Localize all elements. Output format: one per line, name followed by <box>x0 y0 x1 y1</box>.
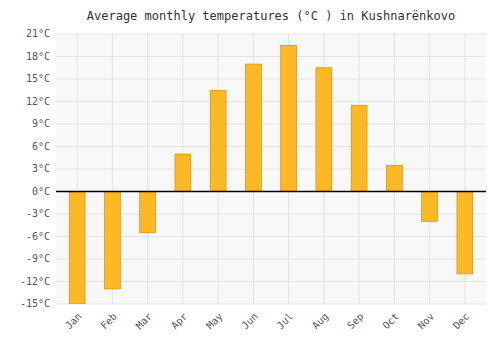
x-tick-label: Oct <box>380 311 401 332</box>
grid-line-x <box>429 34 430 304</box>
bar <box>245 64 261 192</box>
y-axis: -15°C -12°C -9°C -6°C -3°C 0°C 3°C 6°C 9°C 12°C 15… <box>20 28 50 309</box>
y-tick-label: 18°C <box>26 51 50 62</box>
x-tick-label: Nov <box>416 311 437 332</box>
x-tick-label: Jan <box>63 311 84 332</box>
title: Average monthly temperatures (°C ) in Ku… <box>87 9 455 23</box>
x-tick-label: Mar <box>134 311 155 332</box>
bar <box>457 192 473 275</box>
bar <box>210 90 226 191</box>
bar <box>281 45 297 191</box>
plot-background <box>56 34 486 304</box>
grid-line-y <box>56 191 486 192</box>
grid <box>56 34 486 304</box>
bar <box>69 192 85 305</box>
y-tick-label: -12°C <box>20 276 50 287</box>
x-tick-label: Apr <box>169 311 190 332</box>
y-tick-label: 3°C <box>32 163 50 174</box>
x-tick-label: Feb <box>98 311 119 332</box>
grid-line-y <box>56 124 486 125</box>
bar <box>140 192 156 233</box>
bars <box>69 45 473 304</box>
x-tick-label: Aug <box>310 311 331 332</box>
bar <box>104 192 120 290</box>
grid-line-y <box>56 146 486 147</box>
bar <box>422 192 438 222</box>
grid-line-y <box>56 79 486 80</box>
bar <box>175 154 191 192</box>
bar <box>316 68 332 192</box>
y-tick-label: 15°C <box>26 73 50 84</box>
grid-line-y <box>56 101 486 102</box>
chart: -15°C -12°C -9°C -6°C -3°C 0°C 3°C 6°C 9°C 12°C 15… <box>0 0 500 350</box>
y-tick-label: 12°C <box>26 96 50 107</box>
x-tick-label: Dec <box>451 311 472 332</box>
x-tick-label: Sep <box>345 311 366 332</box>
grid-line-y <box>56 34 486 35</box>
x-tick-label: Jul <box>275 311 296 332</box>
x-axis: Jan Feb Mar Apr May Jun Jul Aug Sep Oct Nov Dec <box>63 311 471 332</box>
y-tick-label: -6°C <box>26 231 50 242</box>
zero-line <box>56 191 486 193</box>
grid-line-y <box>56 304 486 305</box>
grid-line-x <box>147 34 148 304</box>
y-tick-label: 0°C <box>32 186 50 197</box>
grid-line-y <box>56 56 486 57</box>
bar <box>351 105 367 191</box>
y-tick-label: -15°C <box>20 298 50 309</box>
grid-line-y <box>56 169 486 170</box>
x-tick-label: May <box>204 311 225 332</box>
y-tick-label: 9°C <box>32 118 50 129</box>
y-tick-label: 6°C <box>32 141 50 152</box>
bar <box>386 165 402 191</box>
y-tick-label: 21°C <box>26 28 50 39</box>
x-tick-label: Jun <box>239 311 260 332</box>
y-tick-label: -9°C <box>26 253 50 264</box>
y-tick-label: -3°C <box>26 208 50 219</box>
